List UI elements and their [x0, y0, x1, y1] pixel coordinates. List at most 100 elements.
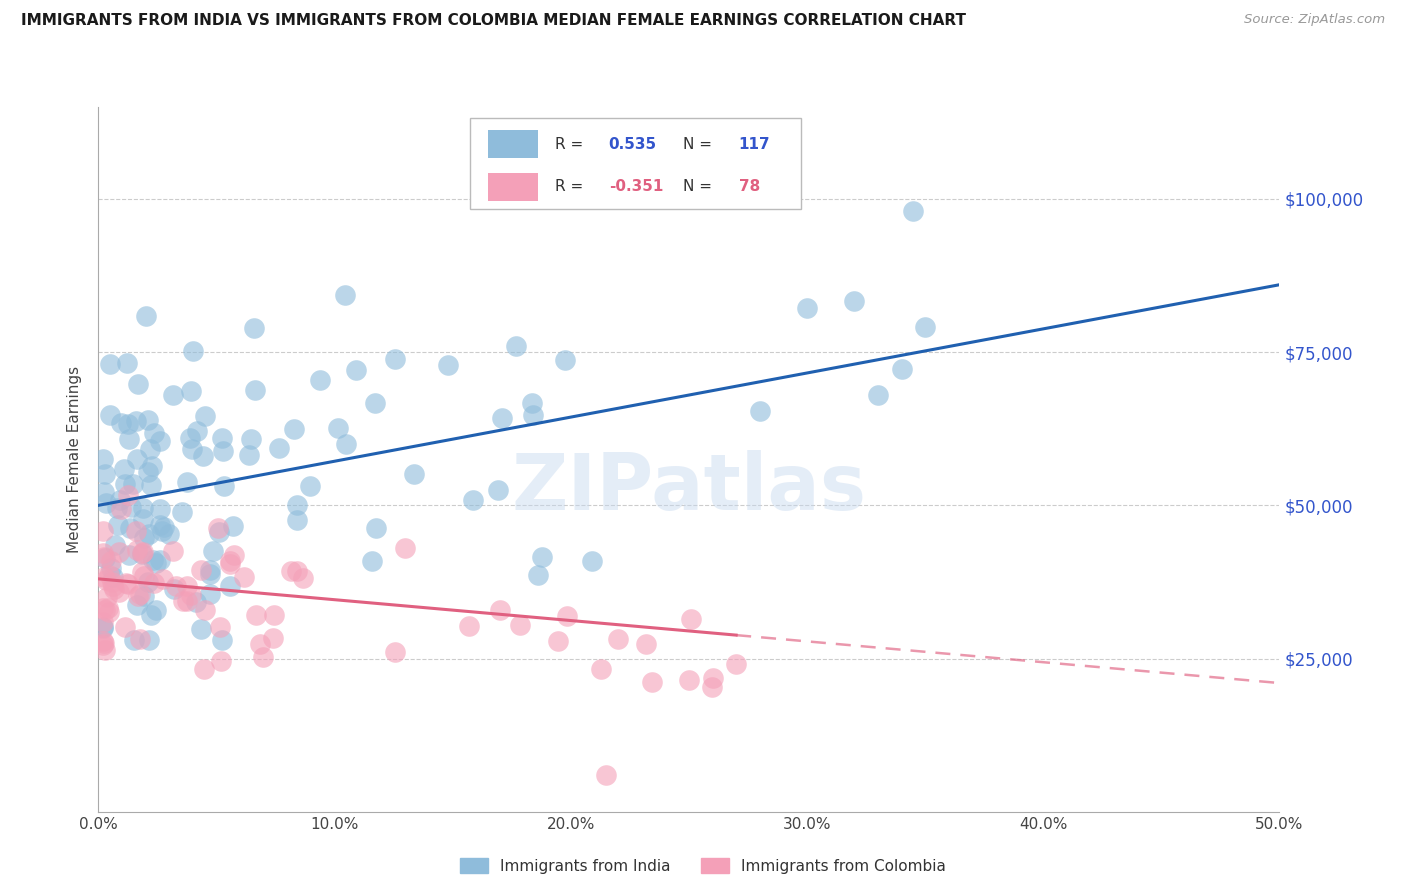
- Point: [249, 637, 271, 651]
- Point: [91, 601, 114, 615]
- Point: [93, 569, 115, 583]
- Point: [117, 576, 139, 591]
- Point: [94, 603, 117, 617]
- Point: [94, 550, 117, 565]
- Point: [103, 582, 125, 596]
- Text: N =: N =: [683, 136, 717, 152]
- Point: [208, 619, 231, 633]
- Point: [125, 415, 148, 429]
- Point: [149, 502, 172, 516]
- Point: [94, 573, 117, 587]
- Point: [115, 356, 138, 370]
- Point: [458, 619, 481, 633]
- Point: [437, 358, 460, 372]
- Point: [291, 571, 314, 585]
- Point: [125, 598, 148, 612]
- Point: [180, 384, 202, 398]
- Point: [110, 416, 132, 430]
- Point: [181, 442, 204, 456]
- Point: [96, 496, 118, 510]
- Point: [108, 585, 131, 599]
- Point: [844, 294, 866, 309]
- Point: [328, 421, 350, 435]
- Point: [218, 554, 240, 568]
- Point: [364, 520, 387, 534]
- Point: [125, 452, 148, 467]
- Point: [101, 575, 124, 590]
- Point: [122, 476, 145, 491]
- Point: [263, 608, 285, 623]
- Point: [243, 321, 266, 335]
- Point: [127, 377, 149, 392]
- Point: [509, 617, 531, 632]
- Point: [186, 425, 208, 439]
- Point: [384, 644, 406, 658]
- Point: [132, 512, 155, 526]
- Point: [93, 549, 115, 564]
- Point: [219, 579, 242, 593]
- Point: [486, 483, 509, 498]
- Point: [118, 521, 141, 535]
- Point: [491, 411, 513, 425]
- Point: [125, 524, 148, 538]
- Point: [134, 531, 156, 545]
- Point: [162, 543, 184, 558]
- Point: [117, 417, 139, 431]
- Bar: [488, 172, 537, 201]
- Point: [110, 501, 132, 516]
- Point: [245, 383, 267, 397]
- Point: [141, 459, 163, 474]
- Point: [91, 634, 114, 648]
- Point: [202, 544, 225, 558]
- Point: [263, 631, 285, 645]
- Text: N =: N =: [683, 179, 717, 194]
- Y-axis label: Median Female Earnings: Median Female Earnings: [67, 366, 83, 553]
- Point: [531, 549, 554, 564]
- Point: [108, 492, 131, 507]
- Point: [222, 518, 245, 533]
- Point: [114, 476, 136, 491]
- Text: R =: R =: [555, 136, 589, 152]
- Point: [132, 589, 155, 603]
- Point: [489, 603, 512, 617]
- Point: [636, 637, 658, 651]
- Point: [139, 442, 162, 457]
- Point: [702, 671, 724, 685]
- Text: 117: 117: [738, 136, 770, 152]
- Point: [118, 548, 141, 562]
- Point: [402, 467, 425, 481]
- Point: [125, 542, 148, 557]
- Point: [461, 492, 484, 507]
- Point: [176, 594, 198, 608]
- Point: [180, 588, 202, 602]
- Point: [890, 362, 912, 376]
- Text: R =: R =: [555, 179, 589, 194]
- Point: [335, 437, 357, 451]
- Point: [152, 572, 174, 586]
- Point: [285, 564, 308, 578]
- Text: 78: 78: [738, 179, 759, 194]
- Point: [190, 622, 212, 636]
- Point: [105, 500, 128, 515]
- Text: 0.535: 0.535: [609, 136, 657, 152]
- Point: [194, 603, 217, 617]
- Point: [131, 547, 153, 561]
- Point: [308, 373, 330, 387]
- Point: [131, 565, 153, 579]
- Point: [554, 352, 576, 367]
- Point: [283, 422, 305, 436]
- Point: [267, 441, 290, 455]
- Point: [91, 638, 114, 652]
- Point: [198, 566, 221, 581]
- Point: [208, 524, 231, 539]
- Point: [148, 434, 170, 448]
- Point: [136, 412, 159, 426]
- Point: [725, 657, 748, 671]
- Point: [132, 500, 155, 515]
- Point: [198, 586, 221, 600]
- Point: [131, 546, 153, 560]
- Point: [522, 408, 544, 422]
- Point: [678, 673, 700, 688]
- Point: [179, 430, 201, 444]
- Point: [91, 615, 114, 629]
